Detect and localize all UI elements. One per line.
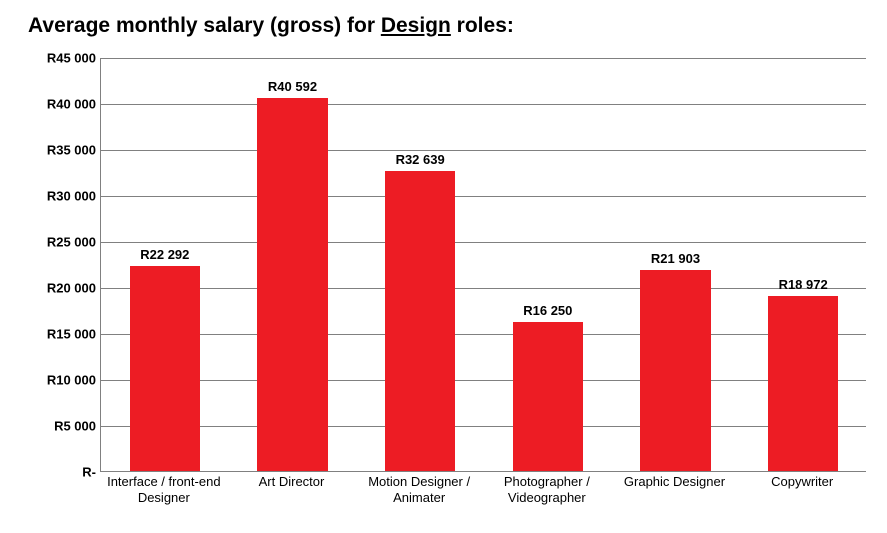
x-axis-category-label: Copywriter [738,474,866,490]
x-axis-category-label: Interface / front-endDesigner [100,474,228,507]
gridline [101,242,866,243]
plot-area: R22 292 R40 592 R32 639 R16 250 R21 903 R18 9… [100,58,866,472]
bar-slot: R16 250 [513,322,583,472]
y-axis-tick-label: R15 000 [31,327,96,342]
bar-value-label: R16 250 [513,303,583,318]
gridline [101,288,866,289]
gridline [101,150,866,151]
title-prefix: Average monthly salary (gross) for [28,14,381,37]
y-axis-tick-label: R- [31,465,96,480]
bar-value-label: R18 972 [768,277,838,292]
bar [513,322,583,472]
y-axis-tick-label: R45 000 [31,51,96,66]
gridline [101,58,866,59]
bar-value-label: R21 903 [640,251,710,266]
x-axis-category-label: Graphic Designer [611,474,739,490]
bar [130,266,200,471]
x-axis-category-label: Photographer /Videographer [483,474,611,507]
gridline [101,380,866,381]
bar [768,296,838,471]
gridline [101,334,866,335]
chart-title: Average monthly salary (gross) for Desig… [28,14,514,38]
y-axis-tick-label: R20 000 [31,281,96,296]
bar-slot: R21 903 [640,270,710,472]
gridline [101,104,866,105]
title-suffix: roles: [451,14,514,37]
y-axis-tick-label: R35 000 [31,143,96,158]
x-axis-category-label: Motion Designer /Animater [355,474,483,507]
bar-slot: R32 639 [385,171,455,471]
title-emphasis: Design [381,14,451,37]
bar-slot: R18 972 [768,296,838,471]
bar-slot: R40 592 [257,98,327,471]
bar-slot: R22 292 [130,266,200,471]
y-axis-tick-label: R25 000 [31,235,96,250]
gridline [101,196,866,197]
bar [257,98,327,471]
y-axis-tick-label: R30 000 [31,189,96,204]
gridline [101,426,866,427]
bar-value-label: R22 292 [130,247,200,262]
y-axis-tick-label: R40 000 [31,97,96,112]
bar [385,171,455,471]
bar-value-label: R32 639 [385,152,455,167]
y-axis-tick-label: R10 000 [31,373,96,388]
y-axis-tick-label: R5 000 [31,419,96,434]
salary-bar-chart: R22 292 R40 592 R32 639 R16 250 R21 903 R18 9… [28,58,866,524]
bar [640,270,710,472]
bar-value-label: R40 592 [257,79,327,94]
x-axis-category-label: Art Director [228,474,356,490]
